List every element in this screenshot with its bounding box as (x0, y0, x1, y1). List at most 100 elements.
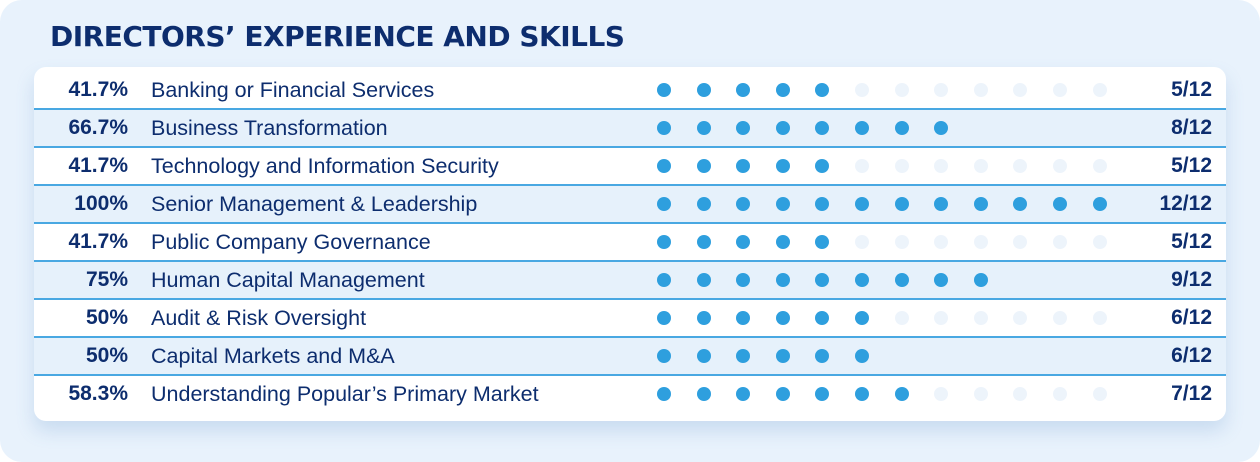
dot-filled (657, 235, 671, 249)
dot-filled (657, 311, 671, 325)
dot-empty (934, 349, 948, 363)
dot-filled (973, 197, 988, 211)
dot-empty (1092, 387, 1107, 401)
dot-filled (696, 83, 711, 97)
dot-filled (696, 159, 711, 173)
dot-empty (894, 311, 909, 325)
skill-dots (34, 186, 1226, 222)
dot-empty (1092, 235, 1107, 249)
dot-filled (815, 235, 830, 249)
skill-percent: 66.7% (68, 116, 128, 139)
skill-dots (34, 300, 1226, 336)
skill-percent: 58.3% (68, 382, 128, 405)
skill-label: Public Company Governance (151, 230, 431, 254)
dot-filled (657, 197, 671, 211)
dot-empty (1053, 273, 1067, 287)
dot-filled (775, 159, 790, 173)
dot-filled (855, 273, 869, 287)
skill-label: Technology and Information Security (151, 154, 499, 178)
dot-empty (1053, 159, 1067, 173)
table-row: 58.3% Understanding Popular’s Primary Mar… (34, 374, 1226, 412)
dot-filled (775, 197, 790, 211)
dot-empty (973, 159, 988, 173)
dot-empty (1092, 311, 1107, 325)
dot-empty (1092, 83, 1107, 97)
dot-empty (973, 311, 988, 325)
skill-percent: 50% (85, 344, 128, 367)
skill-dots (34, 72, 1226, 108)
dot-empty (1053, 121, 1067, 135)
dot-filled (696, 121, 711, 135)
dot-filled (775, 235, 790, 249)
dot-filled (736, 387, 751, 401)
table-row: 50% Audit & Risk Oversight 6/12 (34, 298, 1226, 336)
dot-empty (934, 311, 949, 325)
dot-empty (934, 387, 949, 401)
dot-filled (696, 349, 711, 363)
skill-percent: 41.7% (68, 78, 128, 101)
dot-filled (657, 273, 671, 287)
table-row: 100% Senior Management & Leadership 12/12 (34, 184, 1226, 222)
skill-label: Banking or Financial Services (151, 78, 435, 102)
dot-filled (696, 235, 711, 249)
dot-filled (815, 311, 830, 325)
dot-empty (974, 121, 988, 135)
dot-filled (775, 349, 790, 363)
table-row: 50% Capital Markets and M&A 6/12 (34, 336, 1226, 374)
dot-filled (934, 273, 949, 287)
dot-empty (934, 159, 949, 173)
dot-filled (775, 83, 790, 97)
skill-percent: 50% (85, 306, 128, 329)
dot-empty (855, 83, 869, 97)
dot-filled (736, 349, 751, 363)
skill-dots (34, 224, 1226, 260)
dot-empty (973, 235, 988, 249)
dot-empty (1053, 387, 1067, 401)
skill-dots (34, 376, 1226, 412)
dot-empty (1093, 349, 1107, 363)
dot-filled (815, 83, 830, 97)
skill-label: Understanding Popular’s Primary Market (151, 382, 539, 406)
skill-percent: 100% (74, 192, 128, 215)
skills-table: 41.7% Banking or Financial Services 5/12 66… (34, 67, 1226, 421)
dot-empty (1013, 273, 1027, 287)
dot-empty (1093, 273, 1107, 287)
dot-filled (815, 387, 830, 401)
dot-filled (1092, 197, 1107, 211)
dot-filled (1013, 197, 1028, 211)
dot-filled (736, 311, 751, 325)
dot-filled (815, 197, 830, 211)
dot-empty (1053, 311, 1067, 325)
dot-filled (815, 273, 830, 287)
dot-filled (775, 121, 790, 135)
skill-score: 9/12 (1171, 268, 1212, 291)
dot-empty (895, 349, 909, 363)
skill-label: Capital Markets and M&A (151, 344, 395, 368)
dot-empty (1013, 235, 1028, 249)
dot-filled (1053, 197, 1067, 211)
dot-filled (736, 235, 751, 249)
dot-empty (1053, 83, 1067, 97)
dot-filled (657, 159, 671, 173)
skill-dots (34, 148, 1226, 184)
dot-filled (934, 121, 949, 135)
dot-filled (696, 197, 711, 211)
dot-filled (815, 159, 830, 173)
dot-filled (775, 273, 790, 287)
dot-filled (657, 83, 671, 97)
dot-filled (696, 311, 711, 325)
dot-empty (1013, 121, 1027, 135)
skill-score: 5/12 (1171, 78, 1212, 101)
dot-empty (894, 159, 909, 173)
dot-filled (736, 197, 751, 211)
dot-filled (736, 159, 751, 173)
dot-filled (657, 349, 671, 363)
dot-filled (775, 311, 790, 325)
dot-empty (934, 235, 949, 249)
dot-empty (1053, 349, 1067, 363)
skill-score: 6/12 (1171, 344, 1212, 367)
dot-empty (1013, 349, 1027, 363)
skill-score: 8/12 (1171, 116, 1212, 139)
dot-filled (696, 273, 711, 287)
